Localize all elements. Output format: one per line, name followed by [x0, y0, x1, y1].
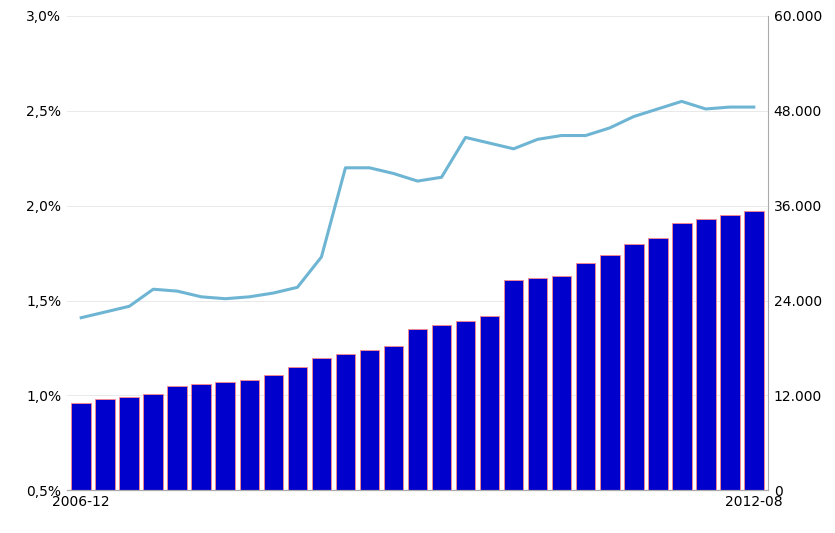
Bar [168, 386, 187, 533]
Bar [744, 212, 764, 533]
Bar [191, 384, 211, 533]
Bar [696, 219, 716, 533]
Bar [240, 381, 259, 533]
Bar [407, 329, 428, 533]
Bar [600, 255, 620, 533]
Bar [456, 321, 475, 533]
Bar [287, 367, 307, 533]
Bar [432, 325, 452, 533]
Bar [215, 382, 235, 533]
Bar [648, 238, 667, 533]
Bar [119, 398, 139, 533]
Bar [336, 354, 355, 533]
Bar [264, 375, 283, 533]
Bar [360, 350, 379, 533]
Bar [576, 263, 595, 533]
Bar [71, 403, 91, 533]
Bar [720, 215, 740, 533]
Bar [383, 346, 403, 533]
Bar [95, 399, 115, 533]
Bar [624, 244, 644, 533]
Bar [672, 223, 691, 533]
Bar [480, 316, 499, 533]
Bar [311, 358, 331, 533]
Bar [504, 280, 524, 533]
Bar [144, 393, 163, 533]
Bar [528, 278, 548, 533]
Bar [552, 276, 571, 533]
